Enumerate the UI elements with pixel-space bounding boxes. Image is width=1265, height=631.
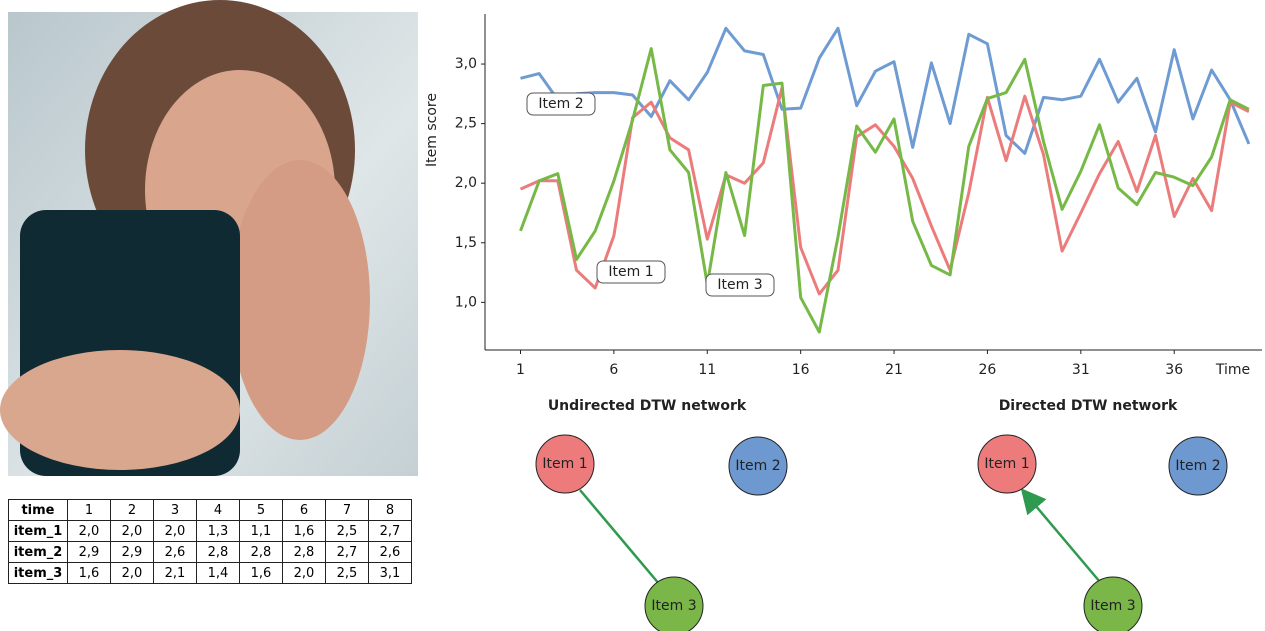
y-axis-title: Item score <box>424 93 440 167</box>
node-label: Item 2 <box>1175 458 1220 474</box>
node-label: Item 1 <box>984 456 1029 472</box>
table-cell: item_2 <box>9 542 68 563</box>
table-cell: 2,5 <box>326 521 369 542</box>
table-cell: 2,0 <box>111 521 154 542</box>
table-cell: 5 <box>240 500 283 521</box>
x-tick-label: 21 <box>885 362 903 378</box>
table-cell: 2,7 <box>369 521 412 542</box>
x-tick-label: 26 <box>979 362 997 378</box>
x-tick-label: 6 <box>609 362 618 378</box>
table-cell: 6 <box>283 500 326 521</box>
table-cell: 2,0 <box>111 563 154 584</box>
table-cell: 2,6 <box>154 542 197 563</box>
table-cell: 1,1 <box>240 521 283 542</box>
series-label: Item 2 <box>538 96 583 112</box>
table-cell: 1,6 <box>68 563 111 584</box>
y-tick-label: 2,0 <box>455 175 477 191</box>
x-axis-title: Time <box>1215 362 1250 378</box>
table-cell: 2,0 <box>283 563 326 584</box>
table-cell: 2,1 <box>154 563 197 584</box>
networks: Undirected DTW network Item 1 Item 2 Item 3… <box>536 398 1227 631</box>
network-title: Directed DTW network <box>999 398 1178 414</box>
table-cell: 2,0 <box>68 521 111 542</box>
node-label: Item 3 <box>651 598 696 614</box>
photo <box>0 0 418 476</box>
page: Item score Time Undirected DTW network It… <box>0 0 1265 631</box>
x-tick-label: 11 <box>698 362 716 378</box>
table-cell: 1,6 <box>283 521 326 542</box>
series-label: Item 1 <box>608 264 653 280</box>
table-cell: 2,8 <box>283 542 326 563</box>
table-cell: time <box>9 500 68 521</box>
table-cell: 3 <box>154 500 197 521</box>
table-cell: 2,5 <box>326 563 369 584</box>
series-line <box>521 49 1249 333</box>
y-tick-label: 2,5 <box>455 116 477 132</box>
edge <box>580 490 660 585</box>
y-tick-label: 1,5 <box>455 235 477 251</box>
table-cell: 2,0 <box>154 521 197 542</box>
table-cell: 3,1 <box>369 563 412 584</box>
y-tick-label: 1,0 <box>455 294 477 310</box>
directed-edge <box>1024 492 1100 582</box>
network-title: Undirected DTW network <box>548 398 747 414</box>
x-tick-label: 16 <box>792 362 810 378</box>
x-tick-label: 1 <box>516 362 525 378</box>
table-cell: 2,8 <box>197 542 240 563</box>
table-cell: 2,8 <box>240 542 283 563</box>
table-cell: 2 <box>111 500 154 521</box>
table-cell: 2,7 <box>326 542 369 563</box>
table-cell: 2,9 <box>68 542 111 563</box>
node-label: Item 1 <box>542 456 587 472</box>
x-tick-label: 36 <box>1165 362 1183 378</box>
table-cell: 7 <box>326 500 369 521</box>
table-cell: 2,9 <box>111 542 154 563</box>
x-tick-label: 31 <box>1072 362 1090 378</box>
node-label: Item 3 <box>1090 598 1135 614</box>
table-cell: 8 <box>369 500 412 521</box>
table-cell: 1,3 <box>197 521 240 542</box>
series-label: Item 3 <box>717 277 762 293</box>
table-cell: item_3 <box>9 563 68 584</box>
table-cell: 2,6 <box>369 542 412 563</box>
y-tick-label: 3,0 <box>455 56 477 72</box>
table-cell: 1 <box>68 500 111 521</box>
table-cell: 4 <box>197 500 240 521</box>
table-cell: 1,6 <box>240 563 283 584</box>
node-label: Item 2 <box>735 458 780 474</box>
table-cell: item_1 <box>9 521 68 542</box>
table-cell: 1,4 <box>197 563 240 584</box>
